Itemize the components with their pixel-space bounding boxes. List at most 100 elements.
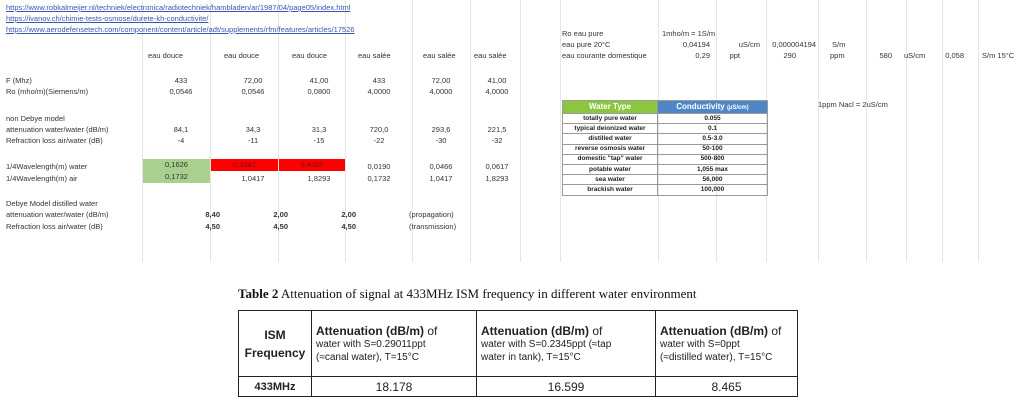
conductivity-cell: 0.055 [657, 112, 768, 125]
cell-freq-3[interactable]: 41,00 [309, 76, 329, 85]
col-header-ism: ISM Frequency [238, 310, 312, 377]
col-header-distilled: Attenuation (dB/m) of water with S=0ppt … [655, 310, 798, 377]
cell-qw-water-5[interactable]: 0,0466 [429, 162, 453, 171]
water-type-cell: reverse osmosis water [562, 143, 658, 155]
row-label-qw-air: 1/4Wavelength(m) air [6, 174, 78, 183]
conductivity-cell: 500-800 [657, 153, 768, 165]
cell-refr-3[interactable]: -15 [313, 136, 325, 145]
col-header-4: eau salée [358, 51, 391, 60]
cell-ro-3[interactable]: 0,0800 [307, 87, 331, 96]
cell-atten-3[interactable]: 31,3 [311, 125, 327, 134]
cell-atten-2[interactable]: 34,3 [245, 125, 261, 134]
col-header-3: eau douce [292, 51, 328, 60]
water-type-cell: typical deionized water [562, 123, 658, 135]
cell-ro-5[interactable]: 4,0000 [429, 87, 453, 96]
ro-label-1: Ro eau pure [562, 29, 604, 38]
cell-freq-4[interactable]: 433 [372, 76, 386, 85]
cell-atten-4[interactable]: 720,0 [369, 125, 389, 134]
ro-value-3a[interactable]: 0,29 [695, 51, 710, 60]
ro-value-3d[interactable]: 0,058 [945, 51, 964, 60]
ro-value-2b[interactable]: 0,000004194 [772, 40, 816, 49]
water-type-cell: distilled water [562, 133, 658, 145]
cell-freq-2[interactable]: 72,00 [243, 76, 263, 85]
cell-qw-water-4[interactable]: 0,0190 [367, 162, 391, 171]
cell-refr-5[interactable]: -30 [435, 136, 447, 145]
section-debye: Debye Model distilled water [6, 199, 98, 208]
ro-value-2a[interactable]: 0,04194 [682, 40, 710, 49]
ro-unit-2b: S/m [832, 40, 846, 49]
cell-ro-1[interactable]: 0,0546 [169, 87, 193, 96]
ro-value-3c[interactable]: 580 [879, 51, 892, 60]
ro-value-3b[interactable]: 290 [783, 51, 796, 60]
cell-atten-5[interactable]: 293,6 [431, 125, 451, 134]
conductivity-cell: 50-100 [657, 143, 768, 155]
cell-debye-atten-2[interactable]: 2,00 [273, 210, 288, 219]
row-label-ro: Ro (mho/m)(Siemens/m) [6, 87, 89, 96]
cell-ro-6[interactable]: 4,0000 [485, 87, 509, 96]
cell-qw-air-2[interactable]: 1,0417 [241, 174, 265, 183]
cell-debye-refr-2[interactable]: 4,50 [273, 222, 288, 231]
link-ivanov[interactable]: https://ivanov.ch/chimie-tests-osmose/du… [6, 14, 209, 23]
col-header-2: eau douce [224, 51, 260, 60]
ro-unit-3b: ppm [830, 51, 845, 60]
cell-qw-water-3[interactable]: 0,4365 [279, 159, 345, 171]
link-robkalmeijer[interactable]: https://www.robkalmeijer.nl/techniek/ele… [6, 3, 351, 12]
ro-unit-3d: S/m 15°C [982, 51, 1015, 60]
cell-qw-water-2[interactable]: 0,3987 [211, 159, 278, 171]
cell-debye-atten-1[interactable]: 8,40 [205, 210, 220, 219]
col-header-1: eau douce [148, 51, 184, 60]
ro-unit-3c: uS/cm [904, 51, 926, 60]
col-header-canal: Attenuation (dB/m) of water with S=0.290… [311, 310, 477, 377]
value-tap: 16.599 [476, 376, 656, 397]
row-label-refr: Refraction loss air/water (dB) [6, 136, 103, 145]
cell-qw-air-3[interactable]: 1,8293 [307, 174, 331, 183]
cell-atten-6[interactable]: 221,5 [487, 125, 507, 134]
note-propagation: (propagation) [409, 210, 454, 219]
cell-ro-2[interactable]: 0,0546 [241, 87, 265, 96]
row-label-debye-atten: attenuation water/water (dB/m) [6, 210, 109, 219]
col-header-6: eau salée [474, 51, 507, 60]
attenuation-table: ISM Frequency Attenuation (dB/m) of water… [238, 310, 798, 397]
value-distilled: 8.465 [655, 376, 798, 397]
cell-freq-1[interactable]: 433 [174, 76, 188, 85]
cell-refr-1[interactable]: -4 [177, 136, 185, 145]
link-aerodefensetech[interactable]: https://www.aerodefensetech.com/componen… [6, 25, 355, 34]
conductivity-cell: 56,000 [657, 174, 768, 186]
cell-refr-2[interactable]: -11 [247, 136, 259, 145]
cell-qw-water-6[interactable]: 0,0617 [485, 162, 509, 171]
cell-freq-6[interactable]: 41,00 [487, 76, 507, 85]
cell-qw-water-1[interactable]: 0,1626 [143, 159, 210, 171]
conductivity-cell: 0.1 [657, 123, 768, 135]
cell-freq-5[interactable]: 72,00 [431, 76, 451, 85]
ro-value-1[interactable]: 1mho/m = 1S/m [662, 29, 716, 38]
cell-debye-refr-1[interactable]: 4,50 [205, 222, 220, 231]
paper-table-image: Table 2 Attenuation of signal at 433MHz … [232, 282, 804, 413]
water-type-cell: totally pure water [562, 112, 658, 125]
cell-qw-air-6[interactable]: 1,8293 [485, 174, 509, 183]
row-label-atten: attenuation water/water (dB/m) [6, 125, 109, 134]
row-433mhz: 433MHz [238, 376, 312, 397]
water-type-cell: brackish water [562, 184, 658, 196]
row-label-debye-refr: Refraction loss air/water (dB) [6, 222, 103, 231]
conductivity-cell: 100,000 [657, 184, 768, 196]
conductivity-cell: 1,055 max [657, 163, 768, 176]
cell-debye-refr-3[interactable]: 4,50 [341, 222, 356, 231]
ro-unit-3a: ppt [729, 51, 740, 60]
ro-unit-2a: uS/cm [738, 40, 760, 49]
cell-qw-air-1[interactable]: 0,1732 [143, 171, 210, 183]
cell-ro-4[interactable]: 4,0000 [367, 87, 391, 96]
conductivity-header: Conductivity (µS/cm) [657, 100, 768, 114]
cell-refr-4[interactable]: -22 [373, 136, 385, 145]
cell-qw-air-5[interactable]: 1,0417 [429, 174, 453, 183]
cell-refr-6[interactable]: -32 [491, 136, 503, 145]
cell-qw-air-4[interactable]: 0,1732 [367, 174, 391, 183]
water-type-cell: sea water [562, 174, 658, 186]
cell-debye-atten-3[interactable]: 2,00 [341, 210, 356, 219]
cell-atten-1[interactable]: 84,1 [173, 125, 189, 134]
spreadsheet-area[interactable]: https://www.robkalmeijer.nl/techniek/ele… [0, 0, 1024, 262]
row-label-freq: F (Mhz) [6, 76, 32, 85]
col-header-5: eau salée [423, 51, 456, 60]
row-label-qw-water: 1/4Wavelength(m) water [6, 162, 88, 171]
section-non-debye: non Debye model [6, 114, 65, 123]
water-type-cell: domestic "tap" water [562, 153, 658, 165]
